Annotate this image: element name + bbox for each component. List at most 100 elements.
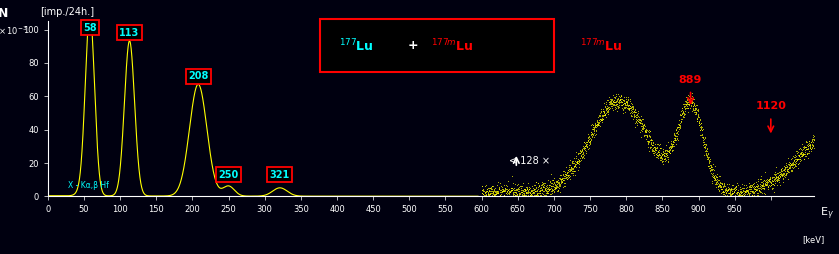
Point bbox=[528, 188, 541, 192]
Point bbox=[488, 194, 502, 198]
Point bbox=[594, 109, 607, 113]
Point bbox=[670, 136, 684, 140]
Point bbox=[493, 194, 507, 198]
Point bbox=[683, 96, 696, 100]
Point bbox=[807, 144, 821, 148]
Point bbox=[513, 188, 526, 193]
Point bbox=[566, 167, 580, 171]
Point bbox=[712, 182, 726, 186]
Point bbox=[598, 113, 612, 117]
Point bbox=[714, 187, 727, 191]
Point bbox=[701, 164, 715, 168]
Point bbox=[684, 104, 697, 108]
Point bbox=[499, 194, 513, 198]
Point bbox=[503, 189, 517, 193]
Point bbox=[763, 177, 777, 181]
Point bbox=[698, 145, 711, 149]
Point bbox=[680, 101, 694, 105]
Point bbox=[796, 153, 810, 157]
Point bbox=[587, 125, 601, 129]
Point bbox=[664, 142, 678, 146]
Point bbox=[769, 174, 782, 179]
Point bbox=[595, 120, 608, 124]
Point bbox=[763, 179, 776, 183]
Point bbox=[477, 194, 490, 198]
Point bbox=[612, 101, 626, 105]
Point bbox=[676, 114, 690, 118]
Point bbox=[534, 188, 547, 193]
Point bbox=[779, 173, 793, 177]
Point bbox=[766, 179, 779, 183]
Point bbox=[482, 194, 495, 198]
Point bbox=[645, 147, 659, 151]
Point bbox=[719, 184, 732, 188]
Point bbox=[665, 145, 679, 149]
Point bbox=[571, 160, 584, 164]
Point bbox=[565, 169, 579, 173]
Point bbox=[658, 159, 671, 163]
Point bbox=[647, 145, 660, 149]
Point bbox=[534, 187, 548, 191]
Point bbox=[680, 102, 693, 106]
Point bbox=[594, 110, 607, 114]
Point bbox=[664, 148, 677, 152]
Point bbox=[746, 182, 759, 186]
Point bbox=[711, 174, 725, 178]
Point bbox=[477, 194, 491, 198]
Point bbox=[642, 140, 655, 144]
Point bbox=[492, 186, 505, 190]
Point bbox=[589, 123, 602, 128]
Point bbox=[494, 194, 508, 198]
Point bbox=[501, 192, 514, 196]
Point bbox=[696, 139, 710, 144]
Point bbox=[775, 173, 789, 177]
Point bbox=[779, 173, 792, 177]
Point bbox=[761, 177, 774, 181]
Point bbox=[690, 114, 704, 118]
Point bbox=[522, 194, 535, 198]
Point bbox=[532, 181, 545, 185]
Point bbox=[508, 189, 522, 194]
Point bbox=[599, 106, 612, 110]
Point bbox=[782, 165, 795, 169]
Point bbox=[734, 191, 748, 195]
Point bbox=[741, 194, 754, 198]
Point bbox=[635, 117, 649, 121]
Point bbox=[615, 103, 628, 107]
Point bbox=[680, 97, 694, 101]
Point bbox=[723, 192, 737, 196]
Point bbox=[649, 146, 662, 150]
Point bbox=[769, 179, 782, 183]
Point bbox=[516, 191, 529, 195]
Point bbox=[581, 144, 594, 148]
Point bbox=[779, 172, 792, 176]
Point bbox=[537, 193, 550, 197]
Point bbox=[698, 146, 711, 150]
Point bbox=[612, 92, 625, 96]
Point bbox=[715, 181, 728, 185]
Point bbox=[493, 193, 507, 197]
Point bbox=[508, 186, 521, 190]
Point bbox=[515, 189, 529, 194]
Point bbox=[539, 188, 552, 192]
Point bbox=[564, 173, 577, 178]
Point bbox=[662, 150, 675, 154]
Point bbox=[726, 192, 739, 196]
Point bbox=[653, 153, 666, 157]
Point bbox=[489, 189, 503, 193]
Point bbox=[608, 103, 622, 107]
Point bbox=[652, 150, 665, 154]
Point bbox=[517, 193, 530, 197]
Point bbox=[498, 189, 511, 193]
Point bbox=[713, 181, 727, 185]
Point bbox=[711, 175, 724, 179]
Point bbox=[690, 107, 704, 112]
Point bbox=[602, 105, 615, 109]
Point bbox=[798, 157, 811, 161]
Point bbox=[591, 123, 604, 127]
Point bbox=[480, 190, 493, 194]
Point bbox=[535, 192, 549, 196]
Point bbox=[792, 162, 805, 166]
Point bbox=[563, 175, 576, 179]
Point bbox=[579, 142, 592, 147]
